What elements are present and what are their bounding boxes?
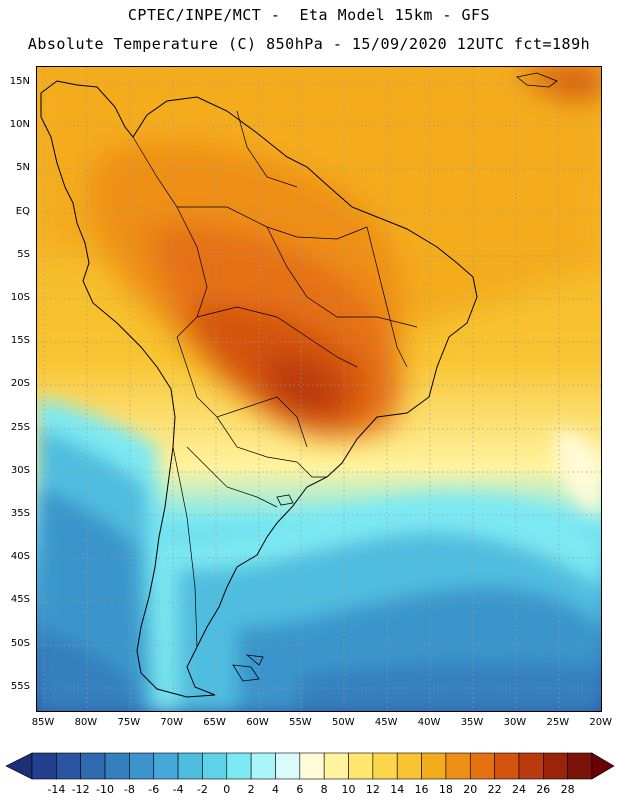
- map-title-field: Absolute Temperature (C) 850hPa - 15/09/…: [27, 35, 591, 53]
- colorbar-tick-label: -6: [148, 783, 160, 796]
- lat-label: 35S: [10, 508, 30, 519]
- lat-label: 15N: [9, 76, 30, 87]
- colorbar-swatch: [299, 752, 325, 780]
- colorbar-swatch: [56, 752, 81, 780]
- colorbar-swatch: [104, 752, 130, 780]
- colorbar-tick-label: -14: [47, 783, 66, 796]
- colorbar-swatch: [31, 752, 57, 780]
- colorbar-tick-label: 24: [511, 783, 526, 796]
- colorbar-swatch: [421, 752, 447, 780]
- colorbar-tick-label: 6: [296, 783, 304, 796]
- colorbar-tick-label: -2: [196, 783, 208, 796]
- colorbar-swatch: [543, 752, 568, 780]
- colorbar-tick-label: 22: [487, 783, 502, 796]
- colorbar-swatch: [202, 752, 228, 780]
- colorbar-over-arrow: [591, 752, 615, 780]
- colorbar-swatch: [372, 752, 398, 780]
- lat-label: 25S: [10, 421, 30, 433]
- lat-label: EQ: [15, 205, 30, 217]
- colorbar-swatch: [80, 752, 106, 780]
- lon-label: 20W: [589, 717, 612, 728]
- map-title-model: CPTEC/INPE/MCT - Eta Model 15km - GFS: [127, 6, 491, 24]
- colorbar-tick-label: 10: [341, 783, 356, 796]
- colorbar-tick-label: -8: [123, 783, 135, 796]
- colorbar-tick-label: 14: [390, 783, 405, 796]
- lat-label: 55S: [10, 680, 30, 692]
- colorbar-tick-label: -10: [96, 783, 115, 796]
- colorbar-swatch: [153, 752, 179, 780]
- lon-label: 70W: [160, 717, 183, 728]
- colorbar-swatch: [348, 752, 374, 780]
- lat-label: 40S: [10, 551, 30, 563]
- lon-label: 45W: [374, 717, 398, 728]
- colorbar-tick-label: 4: [271, 783, 279, 796]
- lon-label: 35W: [460, 717, 484, 728]
- colorbar-tick-label: 2: [247, 783, 255, 796]
- colorbar-swatch: [469, 752, 495, 780]
- colorbar-tick-label: 12: [365, 783, 380, 796]
- lat-label: 50S: [10, 637, 30, 649]
- lat-label: 45S: [10, 594, 30, 606]
- lat-label: 15S: [10, 335, 30, 347]
- lon-label: 65W: [203, 717, 226, 728]
- lat-label: 5S: [17, 248, 30, 260]
- colorbar-swatch: [177, 752, 203, 780]
- colorbar-swatch: [129, 752, 155, 780]
- lon-label: 80W: [74, 717, 98, 728]
- temperature-field-svg: [37, 67, 601, 711]
- colorbar-tick-label: 16: [414, 783, 429, 796]
- lon-label: 25W: [546, 717, 570, 728]
- lon-label: 30W: [503, 717, 527, 728]
- lat-label: 20S: [10, 378, 30, 390]
- lat-label: 30S: [10, 464, 30, 476]
- colorbar-swatch: [494, 752, 520, 780]
- colorbar-tick-label: 20: [463, 783, 478, 796]
- colorbar-swatch: [323, 752, 349, 780]
- colorbar-tick-label: 28: [560, 783, 575, 796]
- colorbar-swatch: [518, 752, 544, 780]
- lon-label: 85W: [31, 717, 55, 728]
- cold-field-layers: [37, 397, 601, 711]
- colorbar-under-arrow: [5, 752, 33, 780]
- colorbar-tick-label: -12: [71, 783, 90, 796]
- colorbar-tick-label: 0: [223, 783, 231, 796]
- lat-label: 10S: [10, 292, 30, 303]
- colorbar-swatch: [445, 752, 471, 780]
- colorbar-swatch: [226, 752, 252, 780]
- lon-label: 40W: [417, 717, 441, 728]
- temperature-map: [36, 66, 602, 712]
- colorbar-tick-label: 8: [320, 783, 328, 796]
- colorbar-tick-label: 18: [438, 783, 453, 796]
- lon-label: 55W: [289, 717, 312, 728]
- colorbar-swatch: [396, 752, 422, 780]
- colorbar: [5, 752, 615, 780]
- colorbar-swatch: [275, 752, 301, 780]
- lon-label: 75W: [117, 717, 141, 728]
- colorbar-tick-label: -4: [172, 783, 184, 796]
- lon-label: 50W: [331, 717, 355, 728]
- colorbar-swatch: [567, 752, 593, 780]
- south-america-coastline: [40, 80, 478, 698]
- country-borders: [132, 110, 418, 648]
- islands: [232, 72, 558, 682]
- lat-label: 10N: [9, 119, 30, 131]
- lon-label: 60W: [246, 717, 269, 728]
- colorbar-swatch: [250, 752, 276, 780]
- colorbar-tick-label: 26: [536, 783, 551, 796]
- lat-label: 5N: [16, 162, 30, 174]
